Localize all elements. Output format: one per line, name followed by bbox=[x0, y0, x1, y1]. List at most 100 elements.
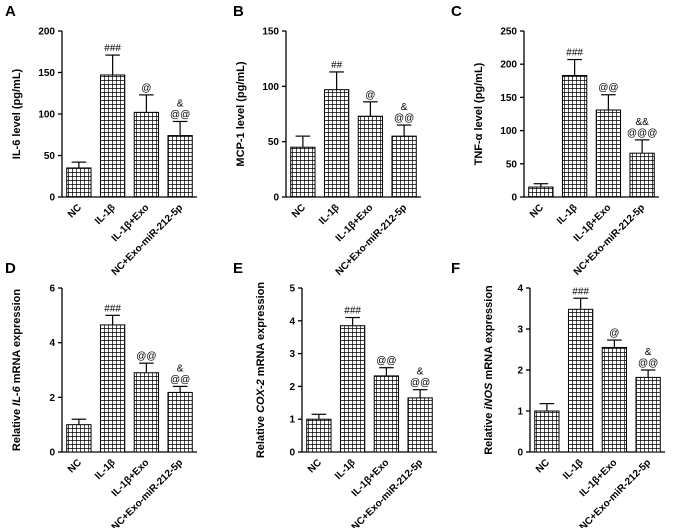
y-axis-label: TNF-α level (pg/mL) bbox=[473, 62, 485, 165]
bar bbox=[629, 152, 655, 198]
y-tick-label: 4 bbox=[49, 338, 55, 349]
y-tick-label: 50 bbox=[506, 159, 518, 170]
chart-panel-a: A 0 50 100 150 200 IL-6 level (pg/mL) NC ### IL-1… bbox=[5, 3, 197, 278]
bar bbox=[66, 424, 92, 453]
x-tick-label: NC bbox=[66, 202, 84, 220]
y-tick-label: 0 bbox=[289, 448, 295, 459]
x-tick-label: IL-1β bbox=[561, 457, 586, 482]
x-tick-label: IL-1β bbox=[93, 457, 118, 482]
x-tick-label: IL-1β bbox=[555, 202, 580, 227]
significance-label: & bbox=[401, 102, 408, 113]
y-tick-label: 2 bbox=[517, 366, 523, 377]
y-tick-label: 50 bbox=[44, 151, 56, 162]
y-axis-label: Relative COX-2 mRNA expression bbox=[255, 282, 267, 459]
panel-letter: C bbox=[451, 3, 462, 20]
panel-letter: D bbox=[5, 260, 16, 277]
significance-label: ### bbox=[572, 286, 589, 297]
y-tick-label: 1 bbox=[517, 407, 523, 418]
y-axis-label-part: mRNA expression bbox=[483, 285, 495, 383]
y-axis-label-part: Relative bbox=[11, 406, 23, 451]
panel-letter: E bbox=[233, 260, 243, 277]
chart-panel-d: D 0 2 4 6 Relative IL-6 mRNA expression NC ### I… bbox=[5, 260, 197, 528]
bar bbox=[373, 375, 400, 453]
y-tick-label: 100 bbox=[38, 110, 55, 121]
significance-label: @ bbox=[365, 90, 375, 101]
significance-label: @@ bbox=[170, 374, 190, 385]
chart-panel-f: F 0 1 2 3 4 Relative iNOS mRNA expression NC ###… bbox=[451, 260, 665, 528]
bar bbox=[567, 308, 594, 453]
bar bbox=[357, 115, 384, 198]
y-tick-label: 200 bbox=[500, 60, 517, 71]
chart-panel-e: E 0 1 2 3 4 5 Relative COX-2 mRNA expression NC #… bbox=[233, 260, 437, 528]
significance-label: @@ bbox=[638, 358, 658, 369]
x-tick-label: IL-1β bbox=[317, 202, 342, 227]
panel-letter: A bbox=[5, 3, 16, 20]
bar bbox=[339, 325, 366, 453]
y-tick-label: 4 bbox=[289, 316, 295, 327]
y-tick-label: 100 bbox=[500, 126, 517, 137]
significance-label: @@ bbox=[394, 113, 414, 124]
bar bbox=[290, 146, 316, 198]
significance-label: ### bbox=[104, 303, 121, 314]
y-axis-label-part: IL-6 level (pg/mL) bbox=[11, 68, 23, 159]
y-axis-label-part: iNOS bbox=[483, 382, 495, 410]
y-tick-label: 200 bbox=[38, 27, 55, 38]
y-tick-label: 4 bbox=[517, 284, 523, 295]
bar bbox=[561, 74, 588, 198]
bar bbox=[66, 167, 92, 198]
significance-label: ## bbox=[331, 60, 343, 71]
bar bbox=[407, 397, 433, 453]
y-tick-label: 3 bbox=[517, 325, 523, 336]
y-tick-label: 150 bbox=[500, 93, 517, 104]
x-tick-label: NC bbox=[290, 202, 308, 220]
significance-label: @@ bbox=[598, 83, 618, 94]
y-tick-label: 0 bbox=[511, 193, 517, 204]
y-axis-label: Relative IL-6 mRNA expression bbox=[11, 289, 23, 451]
significance-label: @ bbox=[609, 328, 619, 339]
significance-label: @ bbox=[141, 83, 151, 94]
panel-letter: F bbox=[451, 260, 460, 277]
y-tick-label: 0 bbox=[517, 448, 523, 459]
y-axis-label-part: mRNA expression bbox=[11, 289, 23, 387]
x-tick-label: IL-1β bbox=[333, 457, 358, 482]
y-tick-label: 250 bbox=[500, 27, 517, 38]
panel-letter: B bbox=[233, 3, 244, 20]
significance-label: & bbox=[177, 363, 184, 374]
y-axis-label-part: mRNA expression bbox=[255, 282, 267, 380]
y-tick-label: 0 bbox=[49, 448, 55, 459]
x-tick-label: NC bbox=[534, 457, 552, 475]
bar bbox=[528, 186, 554, 198]
x-tick-label: NC bbox=[66, 457, 84, 475]
significance-label: @@@ bbox=[627, 128, 657, 139]
bar bbox=[167, 135, 193, 198]
bar bbox=[306, 418, 332, 453]
significance-label: @@ bbox=[410, 378, 430, 389]
y-tick-label: 3 bbox=[289, 349, 295, 360]
y-axis-label: IL-6 level (pg/mL) bbox=[11, 68, 23, 159]
y-axis-label-part: Relative bbox=[483, 410, 495, 455]
y-tick-label: 150 bbox=[38, 68, 55, 79]
bar bbox=[534, 410, 560, 453]
significance-label: ### bbox=[566, 48, 583, 59]
x-tick-label: NC bbox=[528, 202, 546, 220]
chart-panel-c: C 0 50 100 150 200 250 TNF-α level (pg/mL) NC ###… bbox=[451, 3, 659, 278]
y-axis-label: Relative iNOS mRNA expression bbox=[483, 285, 495, 455]
significance-label: @@ bbox=[376, 356, 396, 367]
significance-label: @@ bbox=[136, 351, 156, 362]
bar bbox=[595, 109, 622, 198]
y-tick-label: 2 bbox=[289, 382, 295, 393]
y-axis-label: MCP-1 level (pg/mL) bbox=[235, 61, 247, 166]
significance-label: @@ bbox=[170, 109, 190, 120]
y-tick-label: 150 bbox=[262, 27, 279, 38]
y-tick-label: 6 bbox=[49, 284, 55, 295]
y-axis-label-part: COX-2 bbox=[255, 379, 267, 413]
bar bbox=[601, 346, 628, 453]
significance-label: & bbox=[645, 347, 652, 358]
bar bbox=[133, 372, 160, 453]
significance-label: ### bbox=[344, 306, 361, 317]
y-tick-label: 1 bbox=[289, 415, 295, 426]
bar bbox=[167, 391, 193, 453]
x-tick-label: NC bbox=[306, 457, 324, 475]
